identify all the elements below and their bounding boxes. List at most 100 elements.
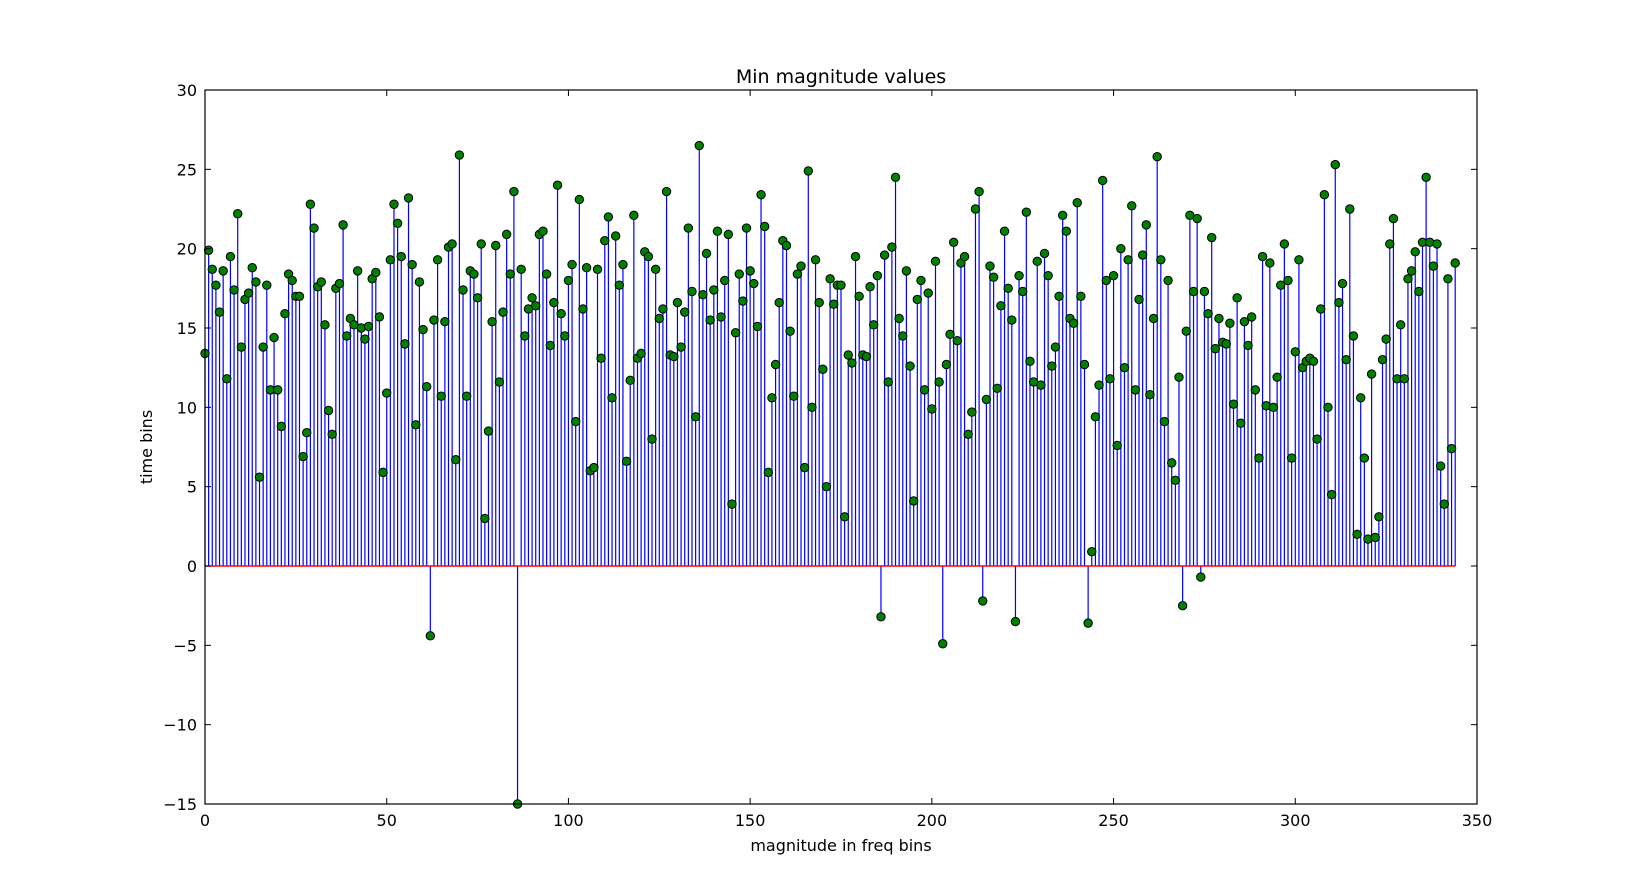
stem-marker [323,405,334,416]
stem-marker [218,266,228,276]
y-tick-label: 15 [177,319,197,338]
stem-marker [629,210,639,221]
x-tick-label: 350 [1462,811,1493,830]
stem-marker [1174,372,1184,382]
stem-marker [1228,399,1239,409]
stem-marker [1225,318,1235,328]
stem-marker [1388,213,1399,224]
stem-marker [276,421,287,432]
stem-marker [836,280,846,290]
stem-marker [1406,266,1417,276]
stem-marker [1265,258,1275,268]
stem-marker [298,451,308,462]
stem-marker [647,434,657,444]
stem-marker [687,286,697,297]
stem-marker [407,259,417,270]
stem-marker [385,255,396,265]
stem-marker [556,309,566,319]
stem-marker [1286,453,1297,463]
stem-marker [600,236,610,246]
stem-marker [796,261,806,271]
stem-marker [287,275,297,286]
stem-marker [411,420,421,430]
stem-marker [505,269,515,279]
stem-marker [690,412,701,422]
stem-marker [596,353,606,363]
stem-marker [414,277,425,287]
stem-marker [229,285,239,295]
stem-marker [1177,600,1188,611]
stem-marker [1283,275,1293,286]
stem-marker [1221,339,1231,349]
stem-marker [1170,475,1181,486]
stem-marker [654,313,664,324]
stem-marker [625,375,635,386]
stem-marker [1159,416,1170,427]
stem-marker [498,307,508,317]
stem-marker [258,342,268,352]
stem-marker [1083,618,1093,628]
stem-marker [552,180,563,190]
stem-marker [251,277,261,287]
stem-marker [531,301,541,311]
stem-marker [1123,255,1133,265]
x-tick-label: 50 [377,811,397,830]
stem-marker [789,391,799,401]
stem-marker [480,513,490,524]
stem-marker [269,332,279,343]
stem-marker [658,304,668,314]
stem-marker [1352,529,1362,539]
stem-marker [861,351,872,362]
stem-marker [294,291,305,301]
stem-marker [1137,250,1148,260]
stem-marker [661,186,672,197]
y-tick-label: −5 [173,636,197,655]
stem-marker [723,229,734,240]
stem-marker [1428,261,1439,271]
stem-marker [683,223,694,233]
stem-marker [814,297,824,308]
stem-marker [1257,251,1268,262]
stem-marker [869,320,879,330]
stem-marker [1381,334,1391,344]
stem-marker [716,312,726,322]
y-tick-label: 10 [177,398,197,417]
y-tick-label: 25 [177,160,197,179]
stem-marker [203,245,214,255]
stem-marker [567,259,577,270]
x-axis-label: magnitude in freq bins [750,836,931,855]
stem-marker [1003,283,1013,294]
stem-marker [1374,512,1384,522]
stem-marker [1443,274,1453,284]
stem-marker [839,512,850,522]
stem-marker [781,240,792,251]
stem-marker [709,285,719,295]
stem-marker [1032,256,1042,267]
stem-marker [247,263,257,273]
stem-marker [919,385,930,395]
stem-marker [396,251,406,262]
stem-marker [382,388,392,398]
stem-marker [650,264,661,274]
stem-marker [1039,248,1050,259]
stem-marker [520,331,530,341]
stem-marker [999,226,1010,236]
stem-marker [872,270,883,281]
stem-marker [454,150,465,160]
stem-marker [1206,232,1217,243]
stem-marker [392,218,403,228]
stem-marker [1203,309,1213,319]
stem-marker [1290,347,1300,357]
stem-marker [749,278,759,289]
stem-marker [538,226,548,236]
stem-marker [483,426,494,436]
stem-marker [894,313,904,324]
stem-marker [974,186,984,197]
stem-marker [636,348,646,359]
stem-marker [1130,385,1141,395]
stem-marker [1054,291,1064,301]
stem-marker [352,266,363,276]
stem-marker [1356,393,1366,403]
stem-marker [879,250,890,260]
y-axis-label: time bins [137,410,156,484]
